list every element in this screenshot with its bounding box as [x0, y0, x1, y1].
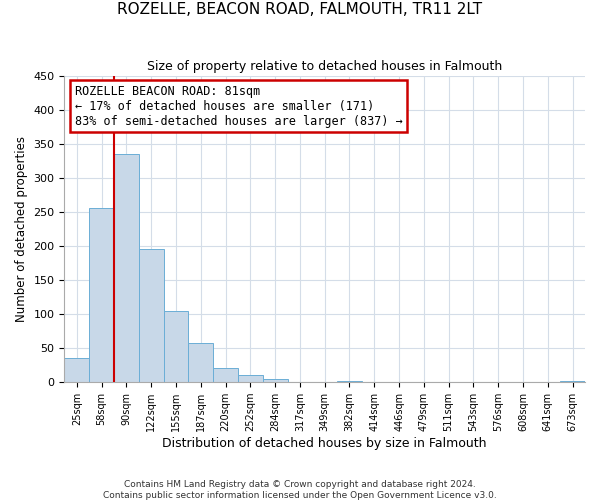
- Text: ROZELLE, BEACON ROAD, FALMOUTH, TR11 2LT: ROZELLE, BEACON ROAD, FALMOUTH, TR11 2LT: [118, 2, 482, 18]
- Bar: [164, 312, 188, 382]
- Title: Size of property relative to detached houses in Falmouth: Size of property relative to detached ho…: [147, 60, 502, 73]
- Bar: [560, 381, 585, 382]
- Text: Contains HM Land Registry data © Crown copyright and database right 2024.
Contai: Contains HM Land Registry data © Crown c…: [103, 480, 497, 500]
- Bar: [337, 381, 362, 382]
- Bar: [238, 374, 263, 382]
- Bar: [263, 379, 287, 382]
- Bar: [114, 154, 139, 382]
- Bar: [188, 344, 213, 382]
- Bar: [89, 208, 114, 382]
- X-axis label: Distribution of detached houses by size in Falmouth: Distribution of detached houses by size …: [163, 437, 487, 450]
- Y-axis label: Number of detached properties: Number of detached properties: [15, 136, 28, 322]
- Text: ROZELLE BEACON ROAD: 81sqm
← 17% of detached houses are smaller (171)
83% of sem: ROZELLE BEACON ROAD: 81sqm ← 17% of deta…: [75, 85, 403, 128]
- Bar: [139, 248, 164, 382]
- Bar: [213, 368, 238, 382]
- Bar: [64, 358, 89, 382]
